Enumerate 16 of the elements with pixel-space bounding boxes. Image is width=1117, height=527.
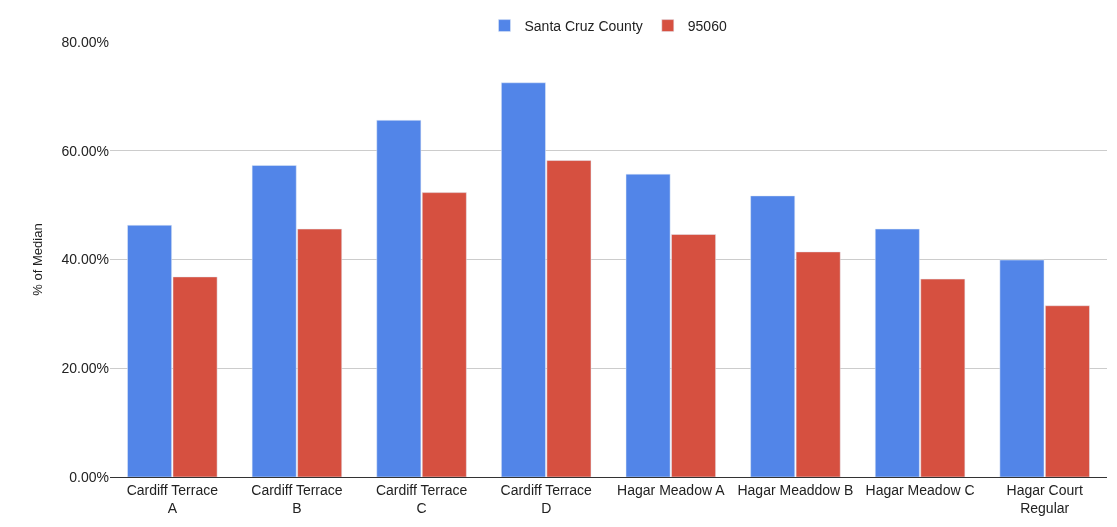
- y-tick-label: 80.00%: [61, 33, 109, 50]
- y-tick-label: 0.00%: [69, 468, 109, 485]
- x-tick-label: Cardiff Terrace A: [126, 481, 219, 516]
- x-tick-label: Cardiff Terrace B: [251, 481, 343, 516]
- x-tick-label: Cardiff Terrace D: [500, 481, 593, 516]
- y-tick-label: 20.00%: [61, 360, 109, 377]
- legend-label: 95060: [687, 18, 727, 35]
- y-tick-label: 60.00%: [61, 142, 109, 159]
- y-axis-title: % of Median: [30, 223, 46, 296]
- x-tick-label: Hagar Meaddow B: [737, 481, 854, 498]
- x-tick-label: Hagar Court Regular: [1006, 481, 1083, 516]
- x-tick-label: Hagar Meadow C: [865, 481, 975, 498]
- legend-label: Santa Cruz County: [524, 18, 643, 35]
- y-tick-label: 40.00%: [61, 251, 109, 268]
- x-tick-label: Hagar Meadow A: [617, 481, 726, 498]
- x-tick-label: Cardiff Terrace C: [375, 481, 468, 516]
